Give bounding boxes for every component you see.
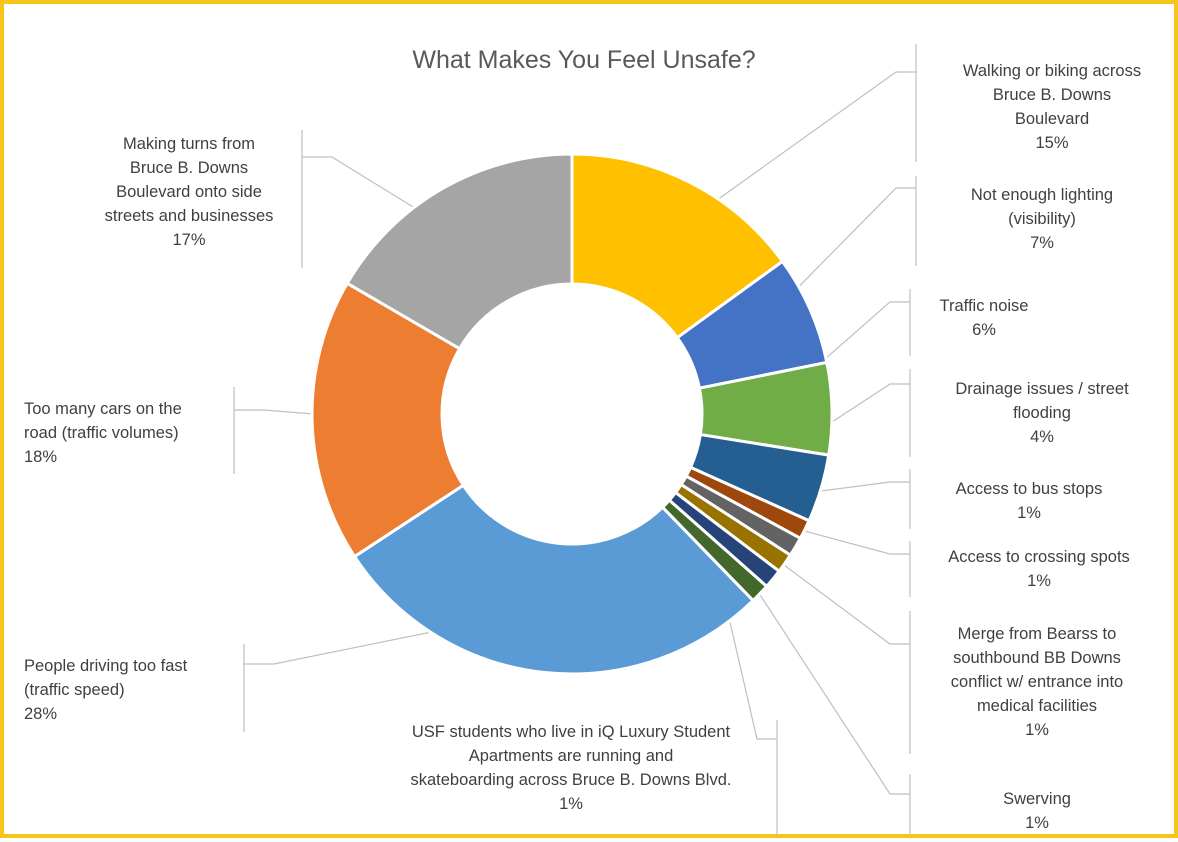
data-label-percent: 15%	[1035, 134, 1068, 152]
data-label-line: (visibility)	[1008, 210, 1076, 228]
data-label: Traffic noise 6%	[940, 297, 1029, 339]
data-label-line: conflict w/ entrance into	[951, 673, 1123, 691]
data-label-line: Apartments are running and	[469, 747, 674, 765]
data-label: Access to crossing spots 1%	[948, 548, 1130, 590]
donut-slice	[570, 152, 785, 340]
data-label: USF students who live in iQ Luxury Stude…	[411, 723, 732, 813]
data-label-line: People driving too fast	[24, 657, 188, 675]
data-label-line: flooding	[1013, 404, 1071, 422]
data-label-percent: 7%	[1030, 234, 1054, 252]
data-label-percent: 1%	[1027, 572, 1051, 590]
data-label-line: Swerving	[1003, 790, 1071, 808]
data-label-line: Too many cars on the	[24, 400, 182, 418]
donut-slice	[345, 152, 574, 351]
data-label-line: (traffic speed)	[24, 681, 125, 699]
data-label-line: Access to crossing spots	[948, 548, 1130, 566]
data-label-line: USF students who live in iQ Luxury Stude…	[412, 723, 731, 741]
donut-chart: What Makes You Feel Unsafe? Walking or b…	[24, 44, 1141, 836]
data-label: Merge from Bearss to southbound BB Downs c…	[951, 625, 1123, 739]
data-label: Access to bus stops 1%	[956, 480, 1103, 522]
data-label-line: Not enough lighting	[971, 186, 1113, 204]
data-labels: Walking or biking across Bruce B. Downs Bo…	[24, 62, 1141, 832]
data-label-percent: 1%	[1017, 504, 1041, 522]
chart-title: What Makes You Feel Unsafe?	[412, 46, 755, 74]
donut-slice	[352, 483, 756, 676]
data-label-percent: 6%	[972, 321, 996, 339]
data-label-line: Access to bus stops	[956, 480, 1103, 498]
data-label-line: Drainage issues / street	[955, 380, 1129, 398]
data-label: Making turns from Bruce B. Downs Boulevard…	[105, 135, 274, 249]
data-label: Walking or biking across Bruce B. Downs Bo…	[963, 62, 1141, 152]
data-label-percent: 1%	[559, 795, 583, 813]
data-label-line: Walking or biking across	[963, 62, 1141, 80]
data-label-line: medical facilities	[977, 697, 1097, 715]
data-label-line: Bruce B. Downs	[993, 86, 1111, 104]
data-label-percent: 18%	[24, 448, 57, 466]
data-label: Not enough lighting (visibility) 7%	[971, 186, 1113, 252]
donut-slice	[310, 281, 466, 559]
data-label-percent: 1%	[1025, 814, 1049, 832]
data-label: Drainage issues / street flooding 4%	[955, 380, 1129, 446]
data-label-line: Making turns from	[123, 135, 255, 153]
leader-line	[660, 71, 916, 241]
data-label-line: Boulevard onto side	[116, 183, 262, 201]
data-label-percent: 1%	[1025, 721, 1049, 739]
donut-slices	[310, 152, 834, 676]
data-label-line: skateboarding across Bruce B. Downs Blvd…	[411, 771, 732, 789]
data-label-line: Boulevard	[1015, 110, 1089, 128]
leader-line	[722, 537, 910, 795]
data-label: People driving too fast (traffic speed) 28…	[24, 657, 188, 723]
data-label-line: Traffic noise	[940, 297, 1029, 315]
data-label-percent: 17%	[172, 231, 205, 249]
data-label-line: road (traffic volumes)	[24, 424, 179, 442]
data-label-percent: 4%	[1030, 428, 1054, 446]
data-label: Swerving 1%	[1003, 790, 1071, 832]
data-label-line: southbound BB Downs	[953, 649, 1121, 667]
data-label-percent: 28%	[24, 705, 57, 723]
data-label-line: Bruce B. Downs	[130, 159, 248, 177]
data-label: Too many cars on the road (traffic volume…	[24, 400, 182, 466]
data-label-line: Merge from Bearss to	[958, 625, 1117, 643]
data-label-line: streets and businesses	[105, 207, 274, 225]
